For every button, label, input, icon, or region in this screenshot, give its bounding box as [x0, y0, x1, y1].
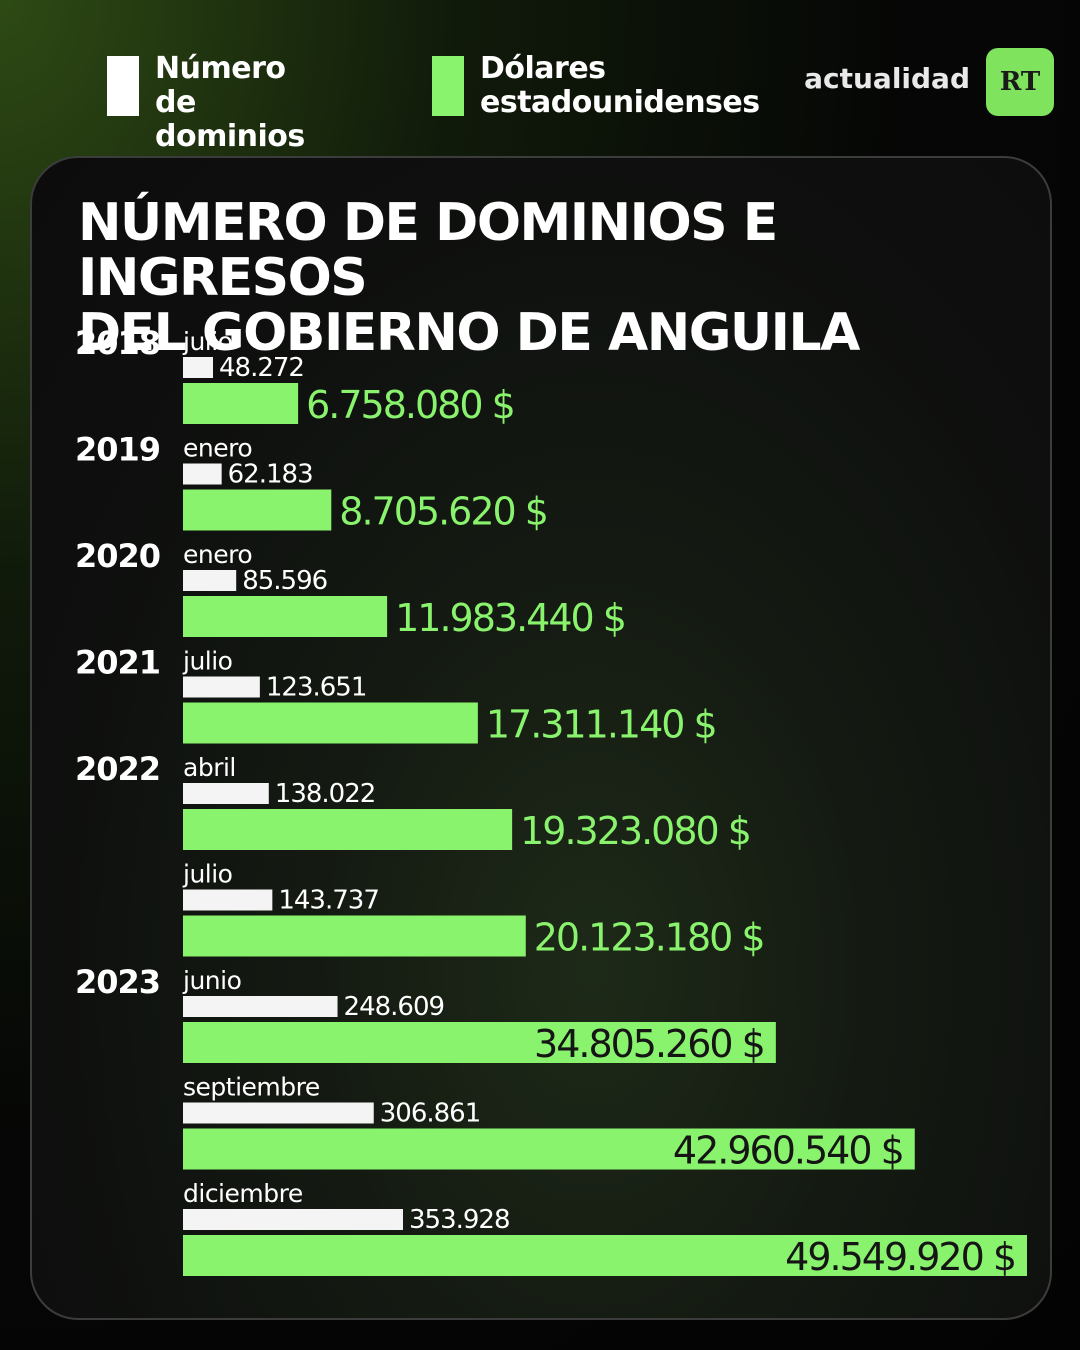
domains-value-label: 248.609 — [344, 992, 445, 1022]
usd-bar — [183, 489, 332, 531]
usd-value-label: 11.983.440 $ — [395, 596, 625, 640]
usd-value-label: 17.311.140 $ — [486, 703, 716, 747]
domains-bar — [183, 676, 260, 698]
usd-value-label: 42.960.540 $ — [673, 1129, 903, 1173]
domains-value-label: 123.651 — [266, 673, 367, 703]
usd-bar — [183, 809, 513, 850]
month-label: julio — [182, 327, 232, 356]
usd-bar — [183, 702, 478, 744]
month-label: enero — [183, 540, 252, 569]
legend-usd-label: Dólares estadounidenses — [480, 51, 760, 120]
brand-text: actualidad — [804, 62, 970, 95]
year-label: 2020 — [75, 537, 160, 575]
month-label: enero — [183, 434, 252, 463]
domains-value-label: 138.022 — [275, 779, 376, 809]
month-label: septiembre — [183, 1073, 320, 1102]
legend-usd-swatch — [432, 56, 464, 116]
domains-value-label: 48.272 — [219, 353, 304, 383]
domains-bar — [183, 1102, 374, 1124]
usd-bar — [183, 1128, 915, 1170]
usd-bar — [183, 915, 526, 957]
domains-value-label: 143.737 — [278, 886, 379, 916]
usd-value-label: 34.805.260 $ — [534, 1022, 764, 1066]
domains-bar — [183, 570, 237, 591]
year-label: 2022 — [75, 750, 160, 788]
year-label: 2023 — [75, 963, 160, 1001]
usd-bar — [183, 1235, 1027, 1276]
month-label: julio — [182, 860, 232, 889]
brand: actualidad RT — [794, 48, 1054, 116]
chart-title: NÚMERO DE DOMINIOS E INGRESOS DEL GOBIER… — [78, 193, 860, 363]
usd-value-label: 19.323.080 $ — [520, 809, 750, 853]
usd-bar — [183, 1022, 776, 1063]
domains-bar — [183, 996, 338, 1017]
rt-logo: RT — [986, 48, 1054, 116]
month-label: junio — [182, 966, 241, 995]
usd-value-label: 8.705.620 $ — [339, 490, 547, 534]
legend-domains-label: Número de dominios — [155, 51, 305, 154]
domains-bar — [183, 357, 214, 378]
domains-value-label: 353.928 — [409, 1205, 510, 1235]
domains-bar — [183, 1209, 403, 1230]
domains-value-label: 62.183 — [228, 460, 313, 490]
legend-domains-swatch — [107, 56, 139, 116]
domains-value-label: 85.596 — [242, 566, 327, 596]
domains-value-label: 306.861 — [380, 1099, 481, 1129]
usd-value-label: 20.123.180 $ — [534, 916, 764, 960]
year-label: 2018 — [75, 324, 160, 362]
usd-value-label: 49.549.920 $ — [785, 1235, 1015, 1279]
year-label: 2019 — [75, 431, 160, 469]
domains-bar — [183, 889, 273, 911]
domains-bar — [183, 783, 269, 804]
usd-bar — [183, 596, 388, 637]
year-label: 2021 — [75, 644, 160, 682]
month-label: diciembre — [183, 1179, 303, 1208]
usd-bar — [183, 383, 299, 424]
domains-bar — [183, 463, 222, 485]
month-label: abril — [183, 753, 236, 782]
month-label: julio — [182, 647, 232, 676]
usd-value-label: 6.758.080 $ — [306, 383, 514, 427]
